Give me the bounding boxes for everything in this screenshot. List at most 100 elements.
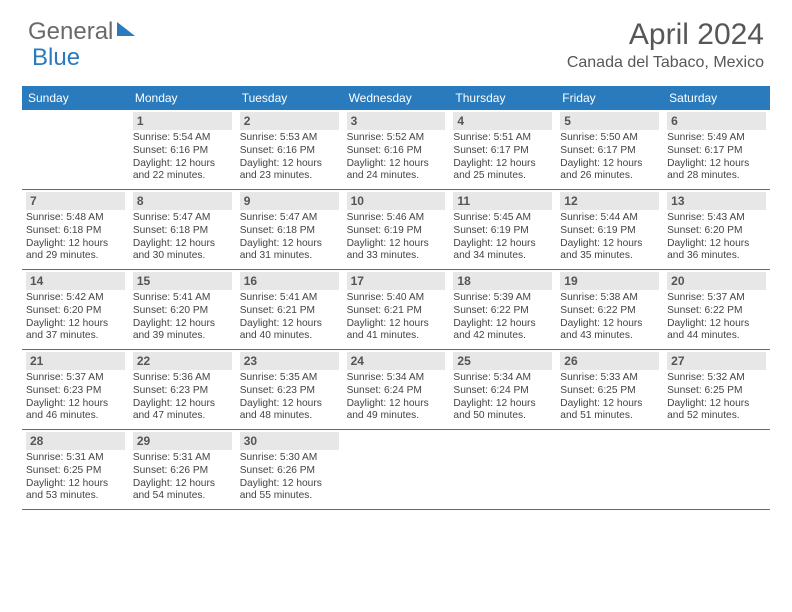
- day-cell: 20Sunrise: 5:37 AMSunset: 6:22 PMDayligh…: [663, 270, 770, 349]
- sunset-text: Sunset: 6:23 PM: [26, 385, 125, 398]
- date-number: 3: [347, 112, 446, 130]
- date-number: 18: [453, 272, 552, 290]
- sunrise-text: Sunrise: 5:32 AM: [667, 372, 766, 385]
- daylight-text: Daylight: 12 hours and 39 minutes.: [133, 318, 232, 344]
- day-cell: 7Sunrise: 5:48 AMSunset: 6:18 PMDaylight…: [22, 190, 129, 269]
- daylight-text: Daylight: 12 hours and 46 minutes.: [26, 398, 125, 424]
- date-number: 17: [347, 272, 446, 290]
- logo-text-2: Blue: [32, 44, 80, 72]
- day-cell: [449, 430, 556, 509]
- day-cell: 10Sunrise: 5:46 AMSunset: 6:19 PMDayligh…: [343, 190, 450, 269]
- sunrise-text: Sunrise: 5:40 AM: [347, 292, 446, 305]
- sunset-text: Sunset: 6:16 PM: [240, 145, 339, 158]
- date-number: 1: [133, 112, 232, 130]
- sunrise-text: Sunrise: 5:50 AM: [560, 132, 659, 145]
- calendar: Sunday Monday Tuesday Wednesday Thursday…: [22, 86, 770, 510]
- daylight-text: Daylight: 12 hours and 22 minutes.: [133, 158, 232, 184]
- sunset-text: Sunset: 6:17 PM: [560, 145, 659, 158]
- sunset-text: Sunset: 6:19 PM: [453, 225, 552, 238]
- dayname-row: Sunday Monday Tuesday Wednesday Thursday…: [22, 86, 770, 110]
- date-number: 22: [133, 352, 232, 370]
- sunrise-text: Sunrise: 5:41 AM: [240, 292, 339, 305]
- sunset-text: Sunset: 6:22 PM: [560, 305, 659, 318]
- sunrise-text: Sunrise: 5:31 AM: [26, 452, 125, 465]
- daylight-text: Daylight: 12 hours and 55 minutes.: [240, 478, 339, 504]
- day-cell: 29Sunrise: 5:31 AMSunset: 6:26 PMDayligh…: [129, 430, 236, 509]
- daylight-text: Daylight: 12 hours and 48 minutes.: [240, 398, 339, 424]
- daylight-text: Daylight: 12 hours and 51 minutes.: [560, 398, 659, 424]
- logo: General: [28, 18, 135, 46]
- sunset-text: Sunset: 6:16 PM: [133, 145, 232, 158]
- sunset-text: Sunset: 6:20 PM: [667, 225, 766, 238]
- date-number: 25: [453, 352, 552, 370]
- sunset-text: Sunset: 6:26 PM: [133, 465, 232, 478]
- sunrise-text: Sunrise: 5:30 AM: [240, 452, 339, 465]
- day-cell: 12Sunrise: 5:44 AMSunset: 6:19 PMDayligh…: [556, 190, 663, 269]
- dayname-fri: Friday: [556, 86, 663, 110]
- date-number: 9: [240, 192, 339, 210]
- sunset-text: Sunset: 6:22 PM: [453, 305, 552, 318]
- sunset-text: Sunset: 6:18 PM: [240, 225, 339, 238]
- daylight-text: Daylight: 12 hours and 44 minutes.: [667, 318, 766, 344]
- week-row: 21Sunrise: 5:37 AMSunset: 6:23 PMDayligh…: [22, 350, 770, 430]
- weeks-container: 1Sunrise: 5:54 AMSunset: 6:16 PMDaylight…: [22, 110, 770, 510]
- sunrise-text: Sunrise: 5:31 AM: [133, 452, 232, 465]
- date-number: 26: [560, 352, 659, 370]
- sunrise-text: Sunrise: 5:46 AM: [347, 212, 446, 225]
- date-number: 30: [240, 432, 339, 450]
- sunrise-text: Sunrise: 5:44 AM: [560, 212, 659, 225]
- day-cell: 4Sunrise: 5:51 AMSunset: 6:17 PMDaylight…: [449, 110, 556, 189]
- day-cell: 9Sunrise: 5:47 AMSunset: 6:18 PMDaylight…: [236, 190, 343, 269]
- day-cell: 5Sunrise: 5:50 AMSunset: 6:17 PMDaylight…: [556, 110, 663, 189]
- date-number: 16: [240, 272, 339, 290]
- day-cell: 13Sunrise: 5:43 AMSunset: 6:20 PMDayligh…: [663, 190, 770, 269]
- sunset-text: Sunset: 6:25 PM: [560, 385, 659, 398]
- sunset-text: Sunset: 6:18 PM: [26, 225, 125, 238]
- week-row: 1Sunrise: 5:54 AMSunset: 6:16 PMDaylight…: [22, 110, 770, 190]
- daylight-text: Daylight: 12 hours and 29 minutes.: [26, 238, 125, 264]
- daylight-text: Daylight: 12 hours and 35 minutes.: [560, 238, 659, 264]
- sunrise-text: Sunrise: 5:39 AM: [453, 292, 552, 305]
- date-number: 10: [347, 192, 446, 210]
- date-number: 11: [453, 192, 552, 210]
- sunrise-text: Sunrise: 5:53 AM: [240, 132, 339, 145]
- day-cell: 23Sunrise: 5:35 AMSunset: 6:23 PMDayligh…: [236, 350, 343, 429]
- day-cell: 25Sunrise: 5:34 AMSunset: 6:24 PMDayligh…: [449, 350, 556, 429]
- date-number: 6: [667, 112, 766, 130]
- sunset-text: Sunset: 6:22 PM: [667, 305, 766, 318]
- date-number: 4: [453, 112, 552, 130]
- day-cell: [663, 430, 770, 509]
- daylight-text: Daylight: 12 hours and 23 minutes.: [240, 158, 339, 184]
- day-cell: [22, 110, 129, 189]
- day-cell: 27Sunrise: 5:32 AMSunset: 6:25 PMDayligh…: [663, 350, 770, 429]
- date-number: 15: [133, 272, 232, 290]
- date-number: 12: [560, 192, 659, 210]
- dayname-wed: Wednesday: [343, 86, 450, 110]
- sunset-text: Sunset: 6:21 PM: [240, 305, 339, 318]
- date-number: 27: [667, 352, 766, 370]
- sunrise-text: Sunrise: 5:42 AM: [26, 292, 125, 305]
- week-row: 7Sunrise: 5:48 AMSunset: 6:18 PMDaylight…: [22, 190, 770, 270]
- day-cell: 6Sunrise: 5:49 AMSunset: 6:17 PMDaylight…: [663, 110, 770, 189]
- daylight-text: Daylight: 12 hours and 49 minutes.: [347, 398, 446, 424]
- daylight-text: Daylight: 12 hours and 52 minutes.: [667, 398, 766, 424]
- sunrise-text: Sunrise: 5:41 AM: [133, 292, 232, 305]
- sunset-text: Sunset: 6:25 PM: [26, 465, 125, 478]
- day-cell: 16Sunrise: 5:41 AMSunset: 6:21 PMDayligh…: [236, 270, 343, 349]
- day-cell: [556, 430, 663, 509]
- sunset-text: Sunset: 6:19 PM: [347, 225, 446, 238]
- day-cell: 26Sunrise: 5:33 AMSunset: 6:25 PMDayligh…: [556, 350, 663, 429]
- day-cell: 19Sunrise: 5:38 AMSunset: 6:22 PMDayligh…: [556, 270, 663, 349]
- logo-triangle-icon: [117, 22, 135, 36]
- dayname-mon: Monday: [129, 86, 236, 110]
- day-cell: 21Sunrise: 5:37 AMSunset: 6:23 PMDayligh…: [22, 350, 129, 429]
- day-cell: 22Sunrise: 5:36 AMSunset: 6:23 PMDayligh…: [129, 350, 236, 429]
- daylight-text: Daylight: 12 hours and 41 minutes.: [347, 318, 446, 344]
- sunrise-text: Sunrise: 5:38 AM: [560, 292, 659, 305]
- date-number: 24: [347, 352, 446, 370]
- sunrise-text: Sunrise: 5:37 AM: [667, 292, 766, 305]
- day-cell: 3Sunrise: 5:52 AMSunset: 6:16 PMDaylight…: [343, 110, 450, 189]
- dayname-sun: Sunday: [22, 86, 129, 110]
- date-number: 13: [667, 192, 766, 210]
- week-row: 28Sunrise: 5:31 AMSunset: 6:25 PMDayligh…: [22, 430, 770, 510]
